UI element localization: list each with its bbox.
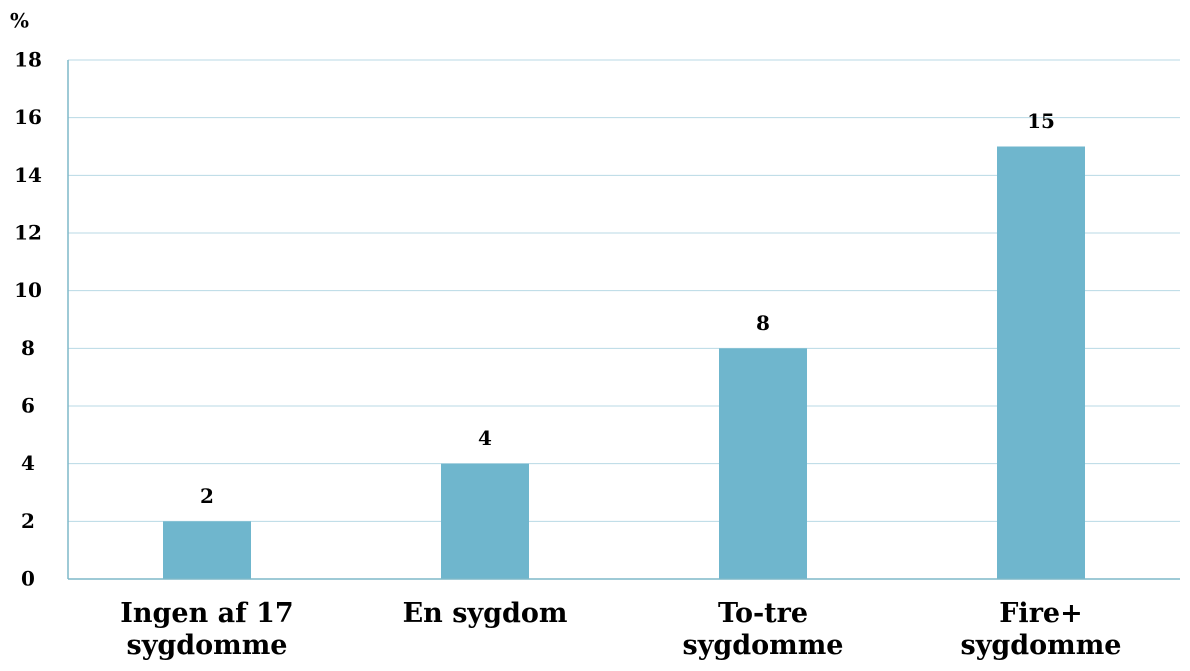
y-tick-label: 18 [14, 48, 42, 72]
data-label: 4 [478, 426, 492, 450]
y-tick-label: 0 [21, 567, 35, 591]
y-tick-label: 12 [14, 221, 42, 245]
y-tick-label: 6 [21, 394, 35, 418]
x-tick-label: Fire+ sygdomme [960, 598, 1122, 661]
bar [441, 463, 529, 579]
data-label: 8 [756, 311, 770, 335]
y-tick-label: 2 [21, 509, 35, 533]
x-tick-label: En sygdom [402, 598, 568, 629]
bar [163, 521, 251, 579]
bar [719, 348, 807, 579]
y-tick-label: 10 [14, 278, 42, 302]
bar [997, 146, 1085, 579]
data-label: 15 [1027, 109, 1055, 133]
y-tick-label: 8 [21, 336, 35, 360]
data-label: 2 [200, 484, 214, 508]
x-tick-label: Ingen af 17 sygdomme [120, 598, 294, 661]
y-tick-label: 16 [14, 105, 42, 129]
y-tick-label: 4 [21, 451, 35, 475]
x-tick-label: To-tre sygdomme [682, 598, 844, 661]
y-tick-label: 14 [14, 163, 42, 187]
y-axis-label: % [10, 9, 29, 33]
